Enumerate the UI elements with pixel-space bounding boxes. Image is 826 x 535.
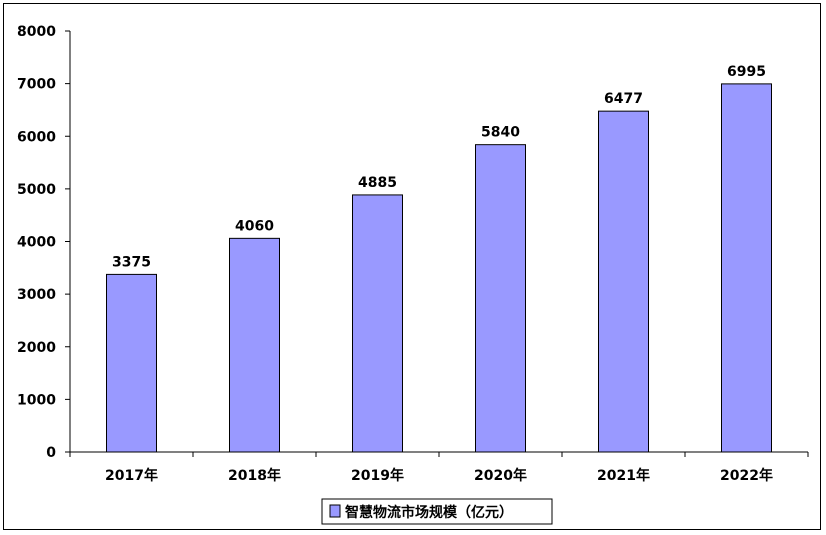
- y-tick-label: 3000: [17, 287, 56, 303]
- y-tick-label: 8000: [17, 24, 56, 40]
- bar: [352, 194, 403, 453]
- y-tick-label: 6000: [17, 129, 56, 145]
- legend: 智慧物流市场规模（亿元）: [321, 498, 553, 525]
- legend-swatch: [329, 504, 341, 518]
- x-tick-label: 2020年: [474, 467, 527, 484]
- data-label: 4060: [235, 218, 274, 234]
- data-label: 6477: [604, 91, 643, 107]
- bar: [475, 144, 526, 453]
- data-label: 5840: [481, 125, 520, 141]
- data-label: 6995: [727, 64, 766, 80]
- data-label: 3375: [112, 254, 151, 270]
- y-tick-label: 2000: [17, 340, 56, 356]
- y-tick-label: 5000: [17, 182, 56, 198]
- x-tick-label: 2019年: [351, 467, 404, 484]
- x-tick-label: 2022年: [720, 467, 773, 484]
- legend-box: [321, 498, 553, 525]
- bars: [106, 83, 772, 453]
- y-tick-label: 7000: [17, 77, 56, 93]
- x-axis: 2017年 2018年 2019年 2020年 2021年 2022年: [69, 451, 809, 484]
- y-tick-label: 1000: [17, 392, 56, 408]
- x-tick-label: 2017年: [105, 467, 158, 484]
- x-tick-label: 2021年: [597, 467, 650, 484]
- data-labels: 3375 4060 4885 5840 6477 6995: [112, 64, 766, 271]
- bar: [229, 237, 280, 453]
- bar: [598, 110, 649, 453]
- data-label: 4885: [358, 175, 397, 191]
- y-axis: 0 1000 2000 3000 4000 5000 6000 7000 8000: [17, 24, 71, 461]
- y-tick-label: 0: [46, 445, 56, 461]
- x-tick-label: 2018年: [228, 467, 281, 484]
- y-tick-label: 4000: [17, 235, 56, 251]
- bar: [721, 83, 772, 453]
- bar: [106, 273, 157, 453]
- legend-label: 智慧物流市场规模（亿元）: [344, 504, 513, 521]
